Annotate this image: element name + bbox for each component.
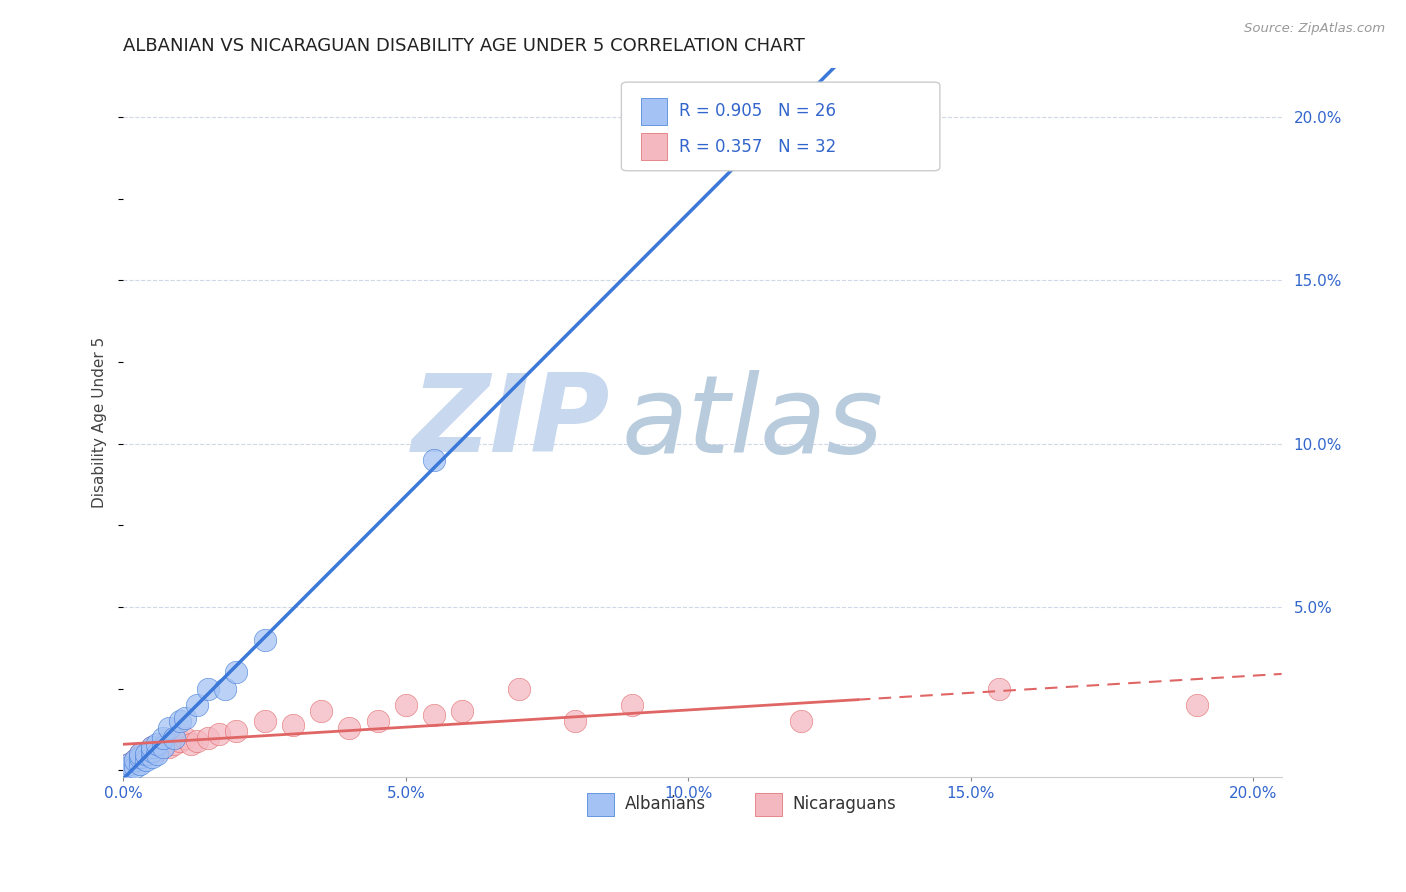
Bar [641,98,666,125]
Point [152,740,174,755]
Point [309,705,332,719]
Point [129,750,152,764]
Text: Nicaraguans: Nicaraguans [793,796,897,814]
Point [169,714,191,729]
Point [135,747,157,761]
Point [146,744,169,758]
Point [124,754,146,768]
Point [118,760,141,774]
Point [129,756,152,771]
Point [281,717,304,731]
Point [135,747,157,761]
Point [253,632,276,647]
Point [146,747,169,761]
Point [395,698,418,712]
Point [186,698,208,712]
Point [208,727,231,741]
Point [169,734,191,748]
Point [118,756,141,771]
Point [118,756,141,771]
Text: Albanians: Albanians [624,796,706,814]
Text: R = 0.905   N = 26: R = 0.905 N = 26 [679,103,837,120]
Bar [755,793,782,816]
Point [197,731,219,745]
Text: ALBANIAN VS NICARAGUAN DISABILITY AGE UNDER 5 CORRELATION CHART: ALBANIAN VS NICARAGUAN DISABILITY AGE UN… [124,37,806,55]
Y-axis label: Disability Age Under 5: Disability Age Under 5 [93,337,107,508]
Point [124,760,146,774]
Point [141,744,163,758]
Point [337,721,360,735]
Point [988,681,1011,696]
Point [141,744,163,758]
Point [174,731,197,745]
Point [186,734,208,748]
Point [423,707,446,722]
Point [141,740,163,755]
Point [129,747,152,761]
Point [253,714,276,729]
Point [157,721,180,735]
Point [508,681,530,696]
Point [197,681,219,696]
Point [163,737,186,751]
Point [225,724,247,739]
Point [790,714,813,729]
Point [367,714,389,729]
Point [451,705,474,719]
Point [180,737,202,751]
Point [152,737,174,751]
Point [564,714,586,729]
Point [174,711,197,725]
Point [129,747,152,761]
Point [620,698,643,712]
Bar [641,133,666,160]
Point [157,740,180,755]
Point [141,750,163,764]
Point [146,737,169,751]
Point [152,731,174,745]
Point [124,754,146,768]
Point [1185,698,1208,712]
Point [141,740,163,755]
Point [135,754,157,768]
Text: ZIP: ZIP [412,369,610,475]
Point [129,750,152,764]
Point [225,665,247,680]
Point [214,681,236,696]
Text: atlas: atlas [621,370,883,475]
Point [423,453,446,467]
Point [163,731,186,745]
Bar [586,793,614,816]
Text: Source: ZipAtlas.com: Source: ZipAtlas.com [1244,22,1385,36]
Text: R = 0.357   N = 32: R = 0.357 N = 32 [679,137,837,155]
FancyBboxPatch shape [621,82,939,170]
